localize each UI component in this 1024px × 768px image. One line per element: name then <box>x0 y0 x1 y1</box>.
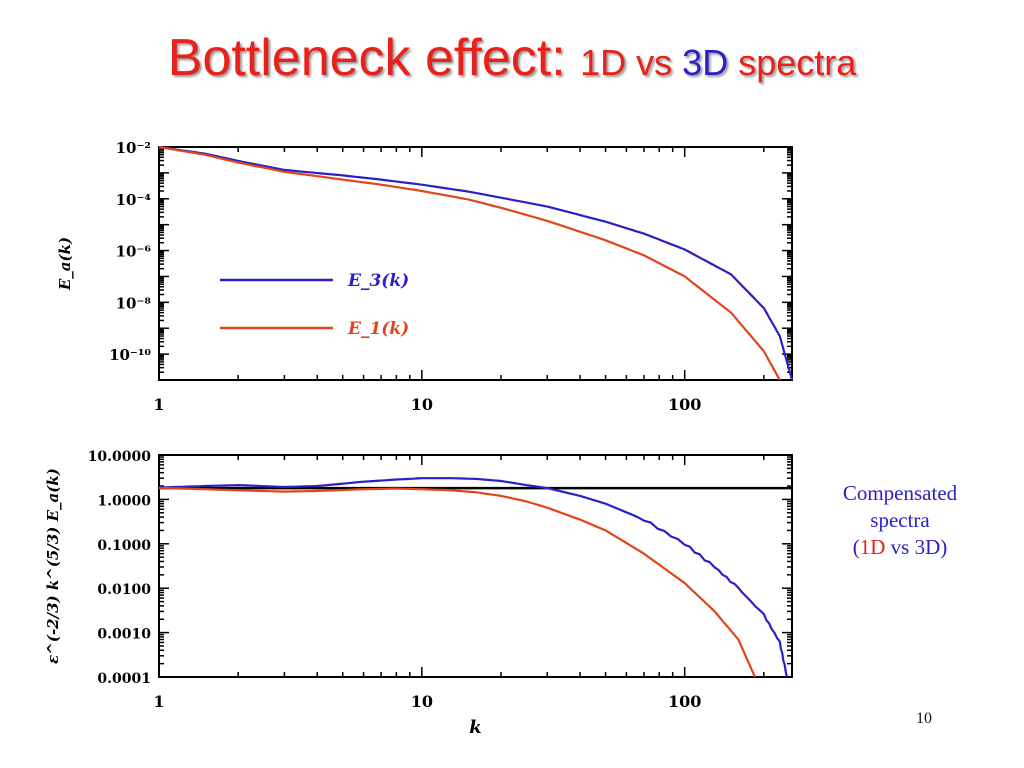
legend-label: E_3(k) <box>347 271 409 291</box>
x-tick-label: 100 <box>668 395 701 414</box>
caption-1d: 1D <box>859 535 886 559</box>
caption-rest: vs 3D) <box>885 535 948 559</box>
page-number: 10 <box>916 710 932 727</box>
caption: Compensated spectra (1D vs 3D) <box>800 480 1000 561</box>
title-sub-spectra: spectra <box>728 42 857 83</box>
series-line-1d <box>158 487 756 678</box>
series-line-3d <box>158 477 789 678</box>
caption-line1: Compensated <box>842 481 958 505</box>
title-sub: 1D vs 3D spectra <box>580 42 856 83</box>
title-sub-1d: 1D vs <box>580 42 683 83</box>
legend: E_3(k) E_1(k) <box>220 271 409 339</box>
caption-line2: spectra <box>870 508 930 532</box>
y-tick-label: 10.0000 <box>88 449 152 465</box>
y-axis-label: E_a(k) <box>56 237 74 291</box>
y-tick-label: 10⁻² <box>116 139 151 157</box>
chart-2: 1 10 100 10.0000 1.0000 0.1000 0.0100 0.0010 0.0… <box>44 449 793 738</box>
y-tick-label: 0.1000 <box>97 538 151 554</box>
x-tick-label: 1 <box>153 692 164 711</box>
y-tick-label: 10⁻¹⁰ <box>109 346 151 364</box>
y-tick-label: 0.0100 <box>97 582 151 598</box>
x-ticks: 1 10 100 <box>153 455 765 711</box>
y-tick-label: 0.0001 <box>97 671 151 687</box>
x-tick-label: 1 <box>153 395 164 414</box>
y-ticks: 10⁻² 10⁻⁴ 10⁻⁶ 10⁻⁸ 10⁻¹⁰ <box>109 139 792 381</box>
plot-frame <box>158 146 793 381</box>
y-ticks: 10.0000 1.0000 0.1000 0.0100 0.0010 0.0001 <box>88 449 792 687</box>
y-tick-label: 0.0010 <box>97 627 151 643</box>
legend-label: E_1(k) <box>347 319 409 339</box>
title-sub-3d: 3D <box>682 42 729 83</box>
series-line-3d <box>158 145 794 381</box>
x-tick-label: 10 <box>411 395 433 414</box>
plot-frame <box>158 454 793 678</box>
title-main: Bottleneck effect: <box>167 29 581 87</box>
x-axis-label: k <box>469 717 481 738</box>
y-tick-label: 10⁻⁴ <box>116 191 152 209</box>
caption-line3: (1D vs 3D) <box>800 534 1000 561</box>
series-line-1d <box>158 145 781 381</box>
y-axis-label: ε^(-2/3) k^(5/3) E_a(k) <box>44 468 62 664</box>
y-tick-label: 10⁻⁶ <box>116 243 152 261</box>
slide-title: Bottleneck effect: 1D vs 3D spectra <box>0 28 1024 88</box>
caption-open: ( <box>852 535 860 559</box>
x-tick-label: 100 <box>668 692 701 711</box>
y-tick-label: 10⁻⁸ <box>116 294 152 312</box>
y-tick-label: 1.0000 <box>97 493 151 509</box>
x-tick-label: 10 <box>411 692 433 711</box>
